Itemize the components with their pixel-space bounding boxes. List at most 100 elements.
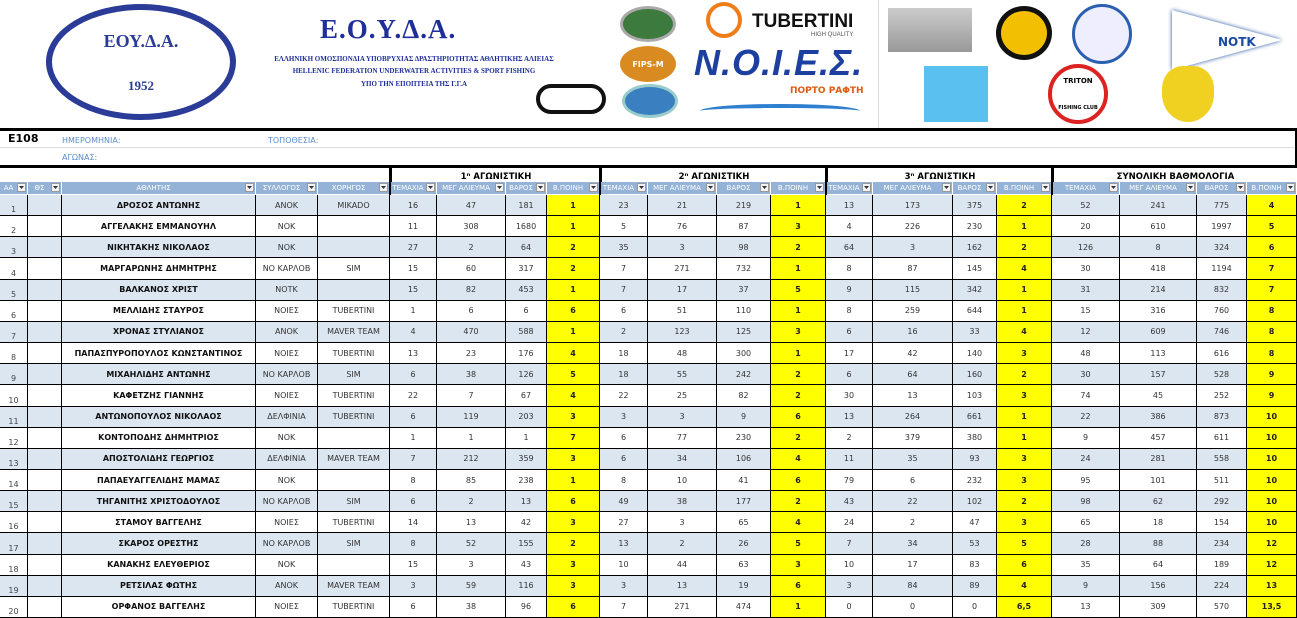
cell-total-penalty-points[interactable]: 9 [1247,364,1297,385]
cell-aa[interactable]: 8 [0,343,28,364]
column-header[interactable]: ΒΑΡΟΣ [717,182,771,194]
cell-total-weight[interactable]: 528 [1197,364,1247,385]
cell-round2-biggest-catch[interactable]: 123 [648,321,717,343]
cell-athlete[interactable]: ΜΙΧΑΗΛΙΔΗΣ ΑΝΤΩΝΗΣ [62,364,256,385]
cell-round2-pieces[interactable]: 7 [600,258,648,279]
cell-ts[interactable] [28,279,62,300]
cell-round2-biggest-catch[interactable]: 3 [648,237,717,258]
cell-aa[interactable]: 9 [0,364,28,385]
cell-round3-penalty-points[interactable]: 1 [997,300,1052,321]
cell-round2-weight[interactable]: 98 [717,237,771,258]
cell-total-penalty-points[interactable]: 5 [1247,216,1297,237]
cell-round2-pieces[interactable]: 6 [600,448,648,469]
cell-round2-biggest-catch[interactable]: 3 [648,406,717,427]
cell-round2-pieces[interactable]: 3 [600,575,648,596]
cell-round2-pieces[interactable]: 6 [600,300,648,321]
cell-total-penalty-points[interactable]: 7 [1247,279,1297,300]
cell-total-weight[interactable]: 570 [1197,596,1247,618]
cell-ts[interactable] [28,216,62,237]
column-header[interactable]: ΒΑΡΟΣ [506,182,547,194]
cell-round2-weight[interactable]: 65 [717,512,771,533]
filter-dropdown-icon[interactable] [495,183,504,192]
cell-athlete[interactable]: ΠΑΠΑΣΠΥΡΟΠΟΥΛΟΣ ΚΩΝΣΤΑΝΤΙΝΟΣ [62,343,256,364]
cell-round1-weight[interactable]: 67 [506,385,547,406]
cell-round3-weight[interactable]: 160 [953,364,997,385]
cell-club[interactable]: ΝΟ ΚΑΡΛΟΒ [256,364,318,385]
cell-round1-biggest-catch[interactable]: 47 [437,195,506,216]
cell-round1-penalty-points[interactable]: 7 [547,427,600,448]
cell-round1-biggest-catch[interactable]: 23 [437,343,506,364]
column-header[interactable]: ΒΑΡΟΣ [953,182,997,194]
cell-sponsor[interactable]: TUBERTINI [318,596,390,618]
cell-round1-penalty-points[interactable]: 3 [547,406,600,427]
cell-round1-weight[interactable]: 238 [506,469,547,491]
cell-round1-biggest-catch[interactable]: 59 [437,575,506,596]
cell-total-biggest-catch[interactable]: 214 [1120,279,1197,300]
cell-ts[interactable] [28,321,62,343]
cell-aa[interactable]: 17 [0,533,28,554]
cell-round3-biggest-catch[interactable]: 259 [873,300,953,321]
cell-round3-pieces[interactable]: 7 [826,533,873,554]
cell-round1-pieces[interactable]: 8 [390,533,437,554]
cell-round3-penalty-points[interactable]: 2 [997,364,1052,385]
cell-round3-biggest-catch[interactable]: 22 [873,491,953,512]
cell-total-penalty-points[interactable]: 6 [1247,237,1297,258]
cell-round1-penalty-points[interactable]: 1 [547,216,600,237]
cell-ts[interactable] [28,512,62,533]
cell-round3-weight[interactable]: 342 [953,279,997,300]
cell-round1-pieces[interactable]: 6 [390,406,437,427]
cell-club[interactable]: ΔΕΛΦΙΝΙΑ [256,406,318,427]
cell-round2-penalty-points[interactable]: 4 [771,512,826,533]
cell-sponsor[interactable]: TUBERTINI [318,343,390,364]
cell-round1-biggest-catch[interactable]: 60 [437,258,506,279]
cell-round1-biggest-catch[interactable]: 2 [437,491,506,512]
cell-round3-penalty-points[interactable]: 6 [997,554,1052,575]
cell-round1-pieces[interactable]: 15 [390,258,437,279]
cell-total-biggest-catch[interactable]: 18 [1120,512,1197,533]
cell-round3-penalty-points[interactable]: 3 [997,469,1052,491]
cell-round1-weight[interactable]: 317 [506,258,547,279]
cell-sponsor[interactable]: TUBERTINI [318,512,390,533]
cell-total-penalty-points[interactable]: 10 [1247,512,1297,533]
cell-round2-weight[interactable]: 242 [717,364,771,385]
cell-round1-penalty-points[interactable]: 4 [547,343,600,364]
filter-dropdown-icon[interactable] [862,183,871,192]
cell-total-biggest-catch[interactable]: 309 [1120,596,1197,618]
cell-ts[interactable] [28,427,62,448]
cell-total-pieces[interactable]: 12 [1052,321,1120,343]
cell-club[interactable]: ΝΟΚ [256,427,318,448]
cell-athlete[interactable]: ΧΡΟΝΑΣ ΣΤΥΛΙΑΝΟΣ [62,321,256,343]
cell-round1-penalty-points[interactable]: 4 [547,385,600,406]
cell-total-weight[interactable]: 873 [1197,406,1247,427]
filter-dropdown-icon[interactable] [1041,183,1050,192]
cell-round2-pieces[interactable]: 13 [600,533,648,554]
cell-sponsor[interactable]: SIM [318,491,390,512]
cell-round3-penalty-points[interactable]: 3 [997,448,1052,469]
cell-total-biggest-catch[interactable]: 64 [1120,554,1197,575]
cell-club[interactable]: ΔΕΛΦΙΝΙΑ [256,448,318,469]
cell-round2-biggest-catch[interactable]: 34 [648,448,717,469]
cell-round2-penalty-points[interactable]: 2 [771,385,826,406]
cell-round1-pieces[interactable]: 6 [390,491,437,512]
cell-round3-biggest-catch[interactable]: 87 [873,258,953,279]
cell-round2-pieces[interactable]: 10 [600,554,648,575]
column-header[interactable]: Β.ΠΟΙΝΗ [997,182,1052,194]
cell-round2-penalty-points[interactable]: 5 [771,279,826,300]
cell-round3-biggest-catch[interactable]: 226 [873,216,953,237]
cell-round2-weight[interactable]: 19 [717,575,771,596]
cell-round2-penalty-points[interactable]: 2 [771,427,826,448]
cell-total-pieces[interactable]: 48 [1052,343,1120,364]
cell-round3-biggest-catch[interactable]: 173 [873,195,953,216]
cell-sponsor[interactable] [318,237,390,258]
cell-athlete[interactable]: ΚΟΝΤΟΠΟΔΗΣ ΔΗΜΗΤΡΙΟΣ [62,427,256,448]
cell-round1-weight[interactable]: 64 [506,237,547,258]
cell-round3-pieces[interactable]: 30 [826,385,873,406]
cell-round3-penalty-points[interactable]: 1 [997,406,1052,427]
column-header[interactable]: ΜΕΓ ΑΛΙΕΥΜΑ [873,182,953,194]
cell-total-biggest-catch[interactable]: 386 [1120,406,1197,427]
cell-athlete[interactable]: ΣΤΑΜΟΥ ΒΑΓΓΕΛΗΣ [62,512,256,533]
cell-total-pieces[interactable]: 28 [1052,533,1120,554]
cell-total-weight[interactable]: 1194 [1197,258,1247,279]
cell-total-weight[interactable]: 292 [1197,491,1247,512]
cell-round2-biggest-catch[interactable]: 13 [648,575,717,596]
